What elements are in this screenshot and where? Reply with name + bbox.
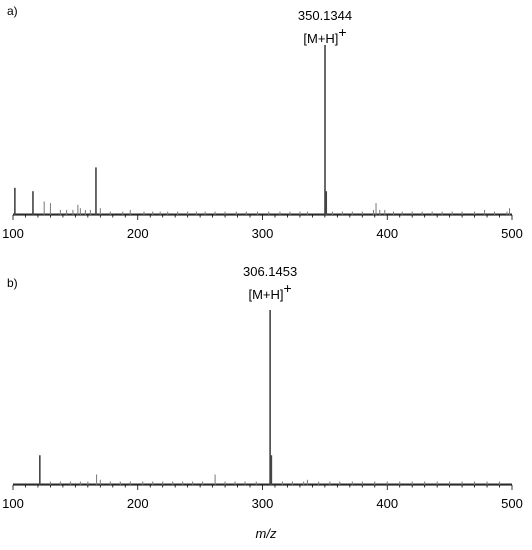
x-tick-label: 300 (252, 226, 274, 241)
spectrum-panel-a: a) 100 200 300 400 500 350.1344[M+H]+ (2, 4, 523, 241)
x-tick-label: 200 (127, 496, 149, 511)
x-tick-label: 500 (501, 496, 523, 511)
x-tick-label: 100 (2, 496, 24, 511)
ion-charge: + (284, 280, 292, 296)
base-peak-mz-label: 306.1453 (243, 264, 297, 279)
ion-annotation: [M+H]+ (248, 280, 291, 302)
x-axis-label: m/z (255, 526, 277, 541)
x-tick-label: 400 (376, 226, 398, 241)
panel-label: a) (7, 4, 18, 18)
x-tick-label: 200 (127, 226, 149, 241)
ion-charge: + (338, 24, 346, 40)
x-tick-label: 400 (376, 496, 398, 511)
base-peak-mz-label: 350.1344 (298, 8, 352, 23)
x-tick-label: 100 (2, 226, 24, 241)
ion-annotation: [M+H]+ (303, 24, 346, 46)
x-tick-label: 300 (252, 496, 274, 511)
panel-label: b) (7, 276, 18, 290)
spectrum-panel-b: b) 100 200 300 400 500 306.1453[M+H]+ (2, 264, 523, 511)
x-tick-label: 500 (501, 226, 523, 241)
